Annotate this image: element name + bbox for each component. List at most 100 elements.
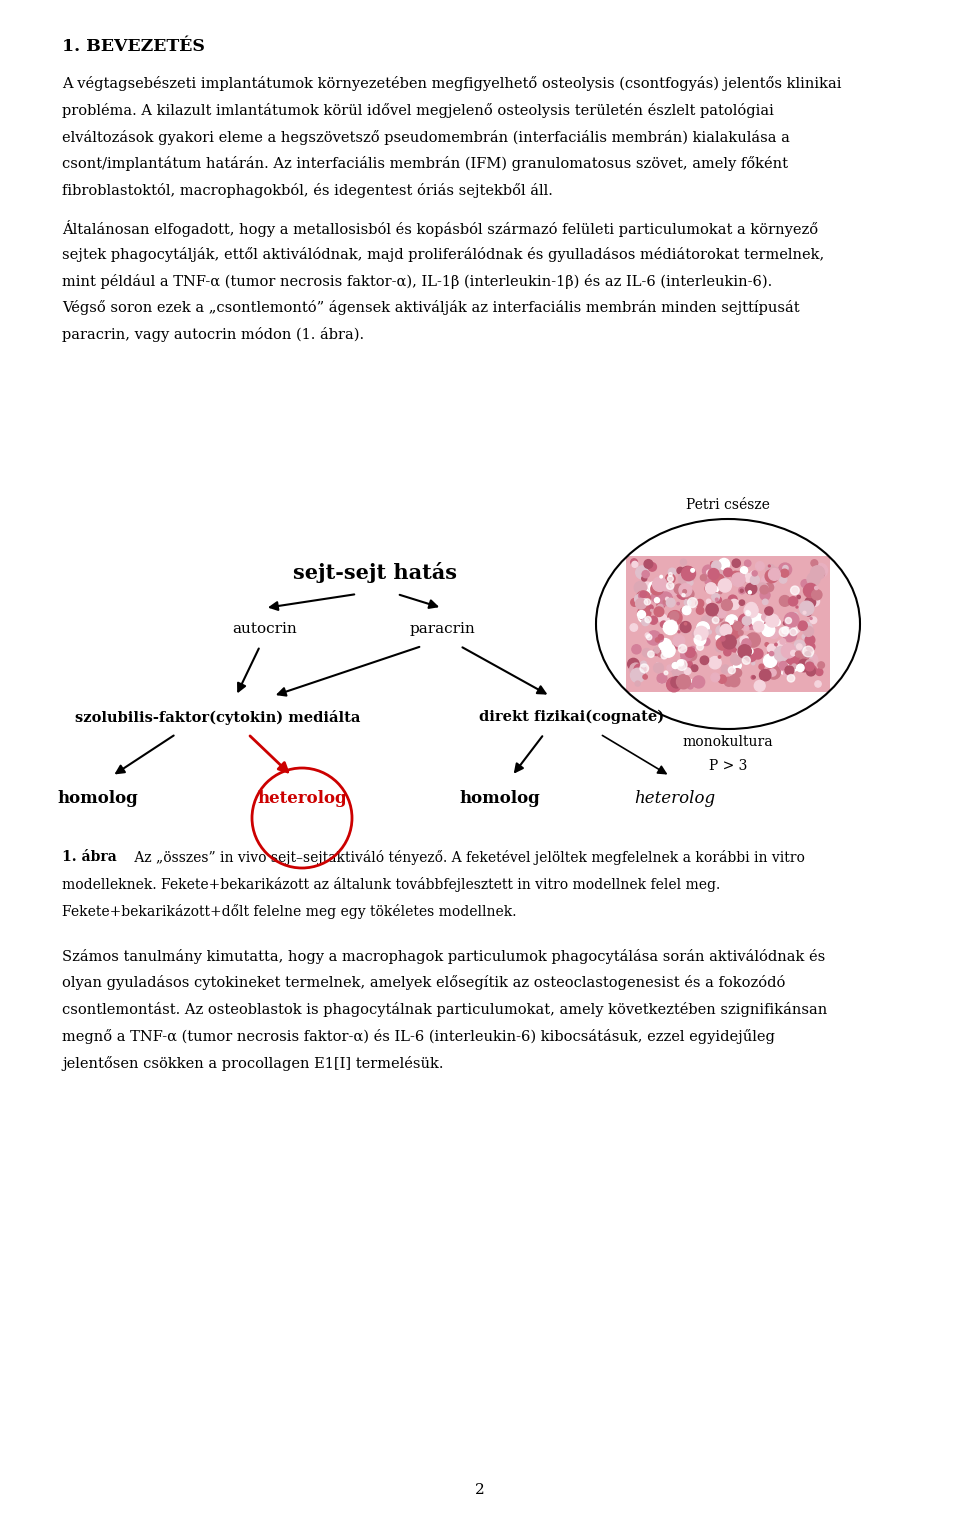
Circle shape <box>654 647 660 653</box>
Circle shape <box>640 589 649 598</box>
Circle shape <box>634 664 646 676</box>
Circle shape <box>805 662 814 671</box>
Circle shape <box>651 609 653 611</box>
Text: monokultura: monokultura <box>683 735 774 749</box>
Circle shape <box>744 626 749 630</box>
Circle shape <box>668 611 682 624</box>
Circle shape <box>780 627 788 636</box>
Circle shape <box>729 667 735 674</box>
Circle shape <box>780 570 788 577</box>
Text: Petri csésze: Petri csésze <box>686 498 770 512</box>
Circle shape <box>644 598 651 605</box>
Circle shape <box>644 559 653 568</box>
Circle shape <box>667 665 673 670</box>
Circle shape <box>718 609 726 618</box>
Circle shape <box>678 630 680 633</box>
Circle shape <box>693 681 696 684</box>
Circle shape <box>684 668 691 674</box>
Circle shape <box>661 644 675 658</box>
Circle shape <box>726 615 737 627</box>
Circle shape <box>761 614 769 621</box>
Circle shape <box>815 586 818 589</box>
Circle shape <box>642 649 651 656</box>
Circle shape <box>754 621 764 632</box>
Circle shape <box>796 655 808 667</box>
Circle shape <box>788 621 801 633</box>
Circle shape <box>686 679 692 685</box>
Circle shape <box>711 583 722 594</box>
Circle shape <box>780 638 785 644</box>
Circle shape <box>804 597 816 608</box>
Circle shape <box>683 589 686 594</box>
Circle shape <box>784 612 799 627</box>
Circle shape <box>684 600 691 606</box>
Circle shape <box>759 664 764 670</box>
Circle shape <box>642 618 649 626</box>
Text: A végtagsebészeti implantátumok környezetében megfigyelhető osteolysis (csontfog: A végtagsebészeti implantátumok környeze… <box>62 76 842 91</box>
Circle shape <box>696 600 704 608</box>
Circle shape <box>722 600 732 611</box>
Circle shape <box>738 588 745 594</box>
Circle shape <box>670 620 675 624</box>
Circle shape <box>677 603 680 605</box>
Text: modelleknek. Fekete+bekarikázott az általunk továbbfejlesztett in vitro modellne: modelleknek. Fekete+bekarikázott az álta… <box>62 876 720 892</box>
Circle shape <box>765 608 773 615</box>
Circle shape <box>744 647 750 652</box>
Circle shape <box>684 589 694 598</box>
Circle shape <box>792 612 798 618</box>
Text: 1. ábra: 1. ábra <box>62 851 117 864</box>
Circle shape <box>712 617 719 623</box>
Circle shape <box>677 586 689 598</box>
Circle shape <box>640 591 646 598</box>
Circle shape <box>656 664 660 667</box>
Circle shape <box>697 644 704 650</box>
Circle shape <box>775 644 778 646</box>
Circle shape <box>710 562 714 565</box>
Circle shape <box>673 635 684 647</box>
Circle shape <box>752 662 755 665</box>
Circle shape <box>784 597 789 602</box>
Circle shape <box>682 594 685 597</box>
Circle shape <box>668 623 674 629</box>
Circle shape <box>739 600 745 606</box>
Circle shape <box>669 573 672 576</box>
Circle shape <box>675 643 681 649</box>
Circle shape <box>666 582 674 589</box>
Circle shape <box>766 565 775 574</box>
Circle shape <box>709 571 722 585</box>
Circle shape <box>746 611 749 614</box>
Circle shape <box>740 567 748 574</box>
Circle shape <box>762 623 775 636</box>
Circle shape <box>740 589 743 592</box>
Circle shape <box>696 606 704 614</box>
Circle shape <box>711 594 719 602</box>
Circle shape <box>751 576 759 585</box>
Circle shape <box>649 582 660 592</box>
Text: Számos tanulmány kimutatta, hogy a macrophagok particulumok phagocytálása során : Számos tanulmány kimutatta, hogy a macro… <box>62 948 826 963</box>
Circle shape <box>734 620 736 623</box>
Circle shape <box>722 635 736 649</box>
Circle shape <box>651 583 663 595</box>
Circle shape <box>742 617 752 626</box>
Circle shape <box>805 659 813 668</box>
Bar <box>626 556 830 693</box>
Circle shape <box>761 621 770 630</box>
Circle shape <box>661 677 665 682</box>
Circle shape <box>659 614 666 623</box>
Circle shape <box>716 638 729 650</box>
Text: mint például a TNF-α (tumor necrosis faktor-α), IL-1β (interleukin-1β) és az IL-: mint például a TNF-α (tumor necrosis fak… <box>62 273 772 289</box>
Circle shape <box>666 677 682 691</box>
Circle shape <box>631 668 645 682</box>
Circle shape <box>643 674 647 679</box>
Circle shape <box>724 626 728 629</box>
Text: paracrin: paracrin <box>409 621 475 636</box>
Circle shape <box>804 652 810 658</box>
Circle shape <box>692 676 705 688</box>
Circle shape <box>774 647 788 661</box>
Circle shape <box>779 564 792 576</box>
Circle shape <box>690 647 695 652</box>
Circle shape <box>706 583 716 594</box>
Circle shape <box>660 621 667 627</box>
Circle shape <box>720 624 732 636</box>
Circle shape <box>671 676 683 688</box>
